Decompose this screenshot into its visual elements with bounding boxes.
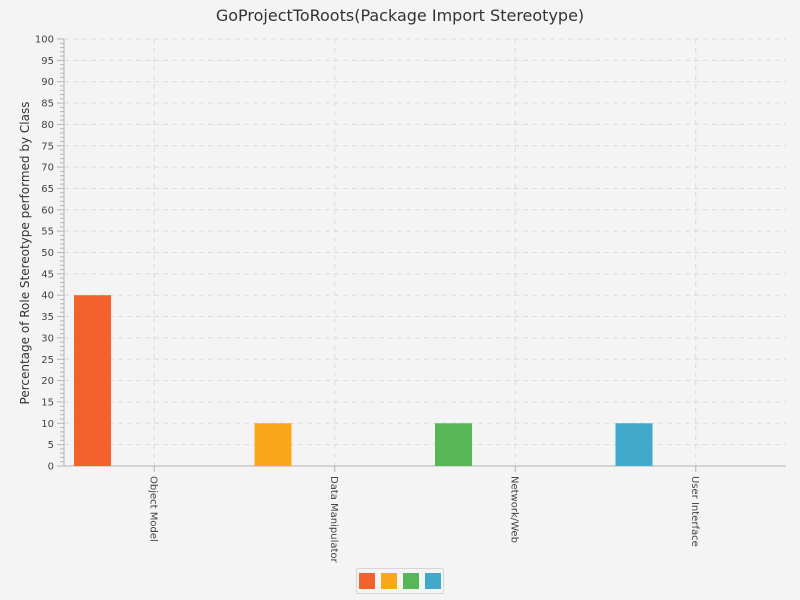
y-tick-label: 40 bbox=[41, 291, 54, 302]
y-tick-label: 65 bbox=[41, 184, 54, 195]
y-tick-label: 15 bbox=[41, 397, 54, 408]
bar-object-model bbox=[74, 295, 111, 466]
legend-swatch-data-manipulator bbox=[381, 573, 397, 589]
y-tick-label: 55 bbox=[41, 227, 54, 238]
y-tick-label: 30 bbox=[41, 333, 54, 344]
y-tick-label: 80 bbox=[41, 120, 54, 131]
y-tick-label: 85 bbox=[41, 99, 54, 110]
y-tick-label: 20 bbox=[41, 376, 54, 387]
y-tick-label: 90 bbox=[41, 77, 54, 88]
legend-swatch-object-model bbox=[359, 573, 375, 589]
y-tick-label: 100 bbox=[35, 35, 54, 46]
x-tick-label: User Interface bbox=[689, 476, 700, 547]
bar-user-interface bbox=[615, 423, 653, 466]
grid-lines bbox=[64, 38, 786, 466]
x-tick-label: Object Model bbox=[147, 476, 158, 542]
y-tick-label: 35 bbox=[41, 312, 54, 323]
y-tick-label: 25 bbox=[41, 355, 54, 366]
y-tick-label: 95 bbox=[41, 56, 54, 67]
y-tick-label: 50 bbox=[41, 248, 54, 259]
bars bbox=[74, 295, 653, 466]
y-tick-label: 75 bbox=[41, 141, 54, 152]
y-tick-label: 5 bbox=[48, 440, 54, 451]
chart-title: GoProjectToRoots(Package Import Stereoty… bbox=[215, 6, 585, 25]
legend-swatch-network-web bbox=[403, 573, 419, 589]
y-tick-label: 60 bbox=[41, 205, 54, 216]
bar-network-web bbox=[435, 423, 472, 466]
y-tick-label: 10 bbox=[41, 419, 54, 430]
bar-data-manipulator bbox=[254, 423, 292, 466]
legend bbox=[356, 568, 444, 594]
y-axis-title: Percentage of Role Stereotype performed … bbox=[18, 102, 32, 405]
legend-swatch-user-interface bbox=[425, 573, 441, 589]
y-tick-label: 70 bbox=[41, 163, 54, 174]
x-tick-label: Data Manipulator bbox=[328, 476, 339, 564]
y-tick-label: 0 bbox=[48, 462, 54, 473]
x-tick-label: Network/Web bbox=[508, 476, 519, 543]
y-tick-label: 45 bbox=[41, 269, 54, 280]
axes: 0 5 10 15 20 25 30 35 40 45 50 55 60 65 70 75 80 85 90 95 10… bbox=[35, 35, 786, 564]
